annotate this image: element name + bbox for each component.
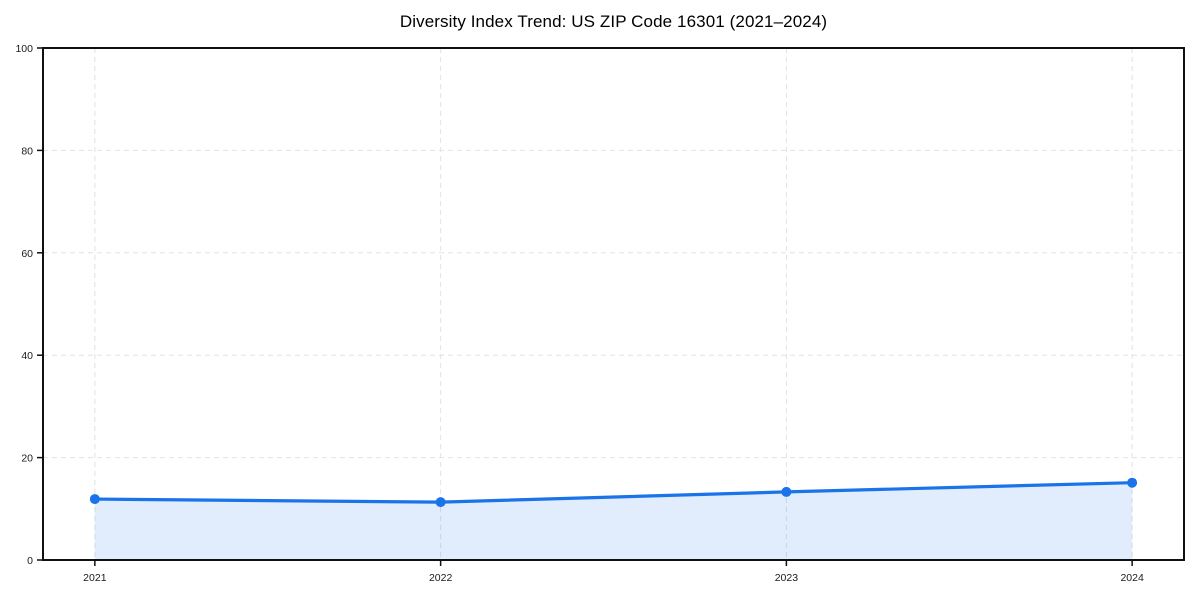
data-point-2021 xyxy=(89,494,100,505)
y-axis-tick-label: 0 xyxy=(27,555,33,567)
y-axis-tick-label: 20 xyxy=(21,453,33,465)
y-axis-tick-label: 100 xyxy=(15,43,33,55)
x-axis-tick-label: 2024 xyxy=(1120,572,1144,584)
data-point-2023 xyxy=(781,486,792,497)
area-fill xyxy=(94,482,1133,560)
y-axis-tick-label: 40 xyxy=(21,350,33,362)
y-axis-tick-label: 80 xyxy=(21,145,33,157)
data-point-2022 xyxy=(435,497,446,508)
plot-border xyxy=(42,47,1185,561)
chart-title: Diversity Index Trend: US ZIP Code 16301… xyxy=(399,12,828,31)
y-axis-tick-label: 60 xyxy=(21,248,33,260)
x-axis-tick-label: 2021 xyxy=(83,572,107,584)
x-axis-tick-label: 2023 xyxy=(775,572,799,584)
trend-line xyxy=(93,481,1134,504)
x-axis-tick-label: 2022 xyxy=(429,572,453,584)
data-point-2024 xyxy=(1127,477,1138,488)
